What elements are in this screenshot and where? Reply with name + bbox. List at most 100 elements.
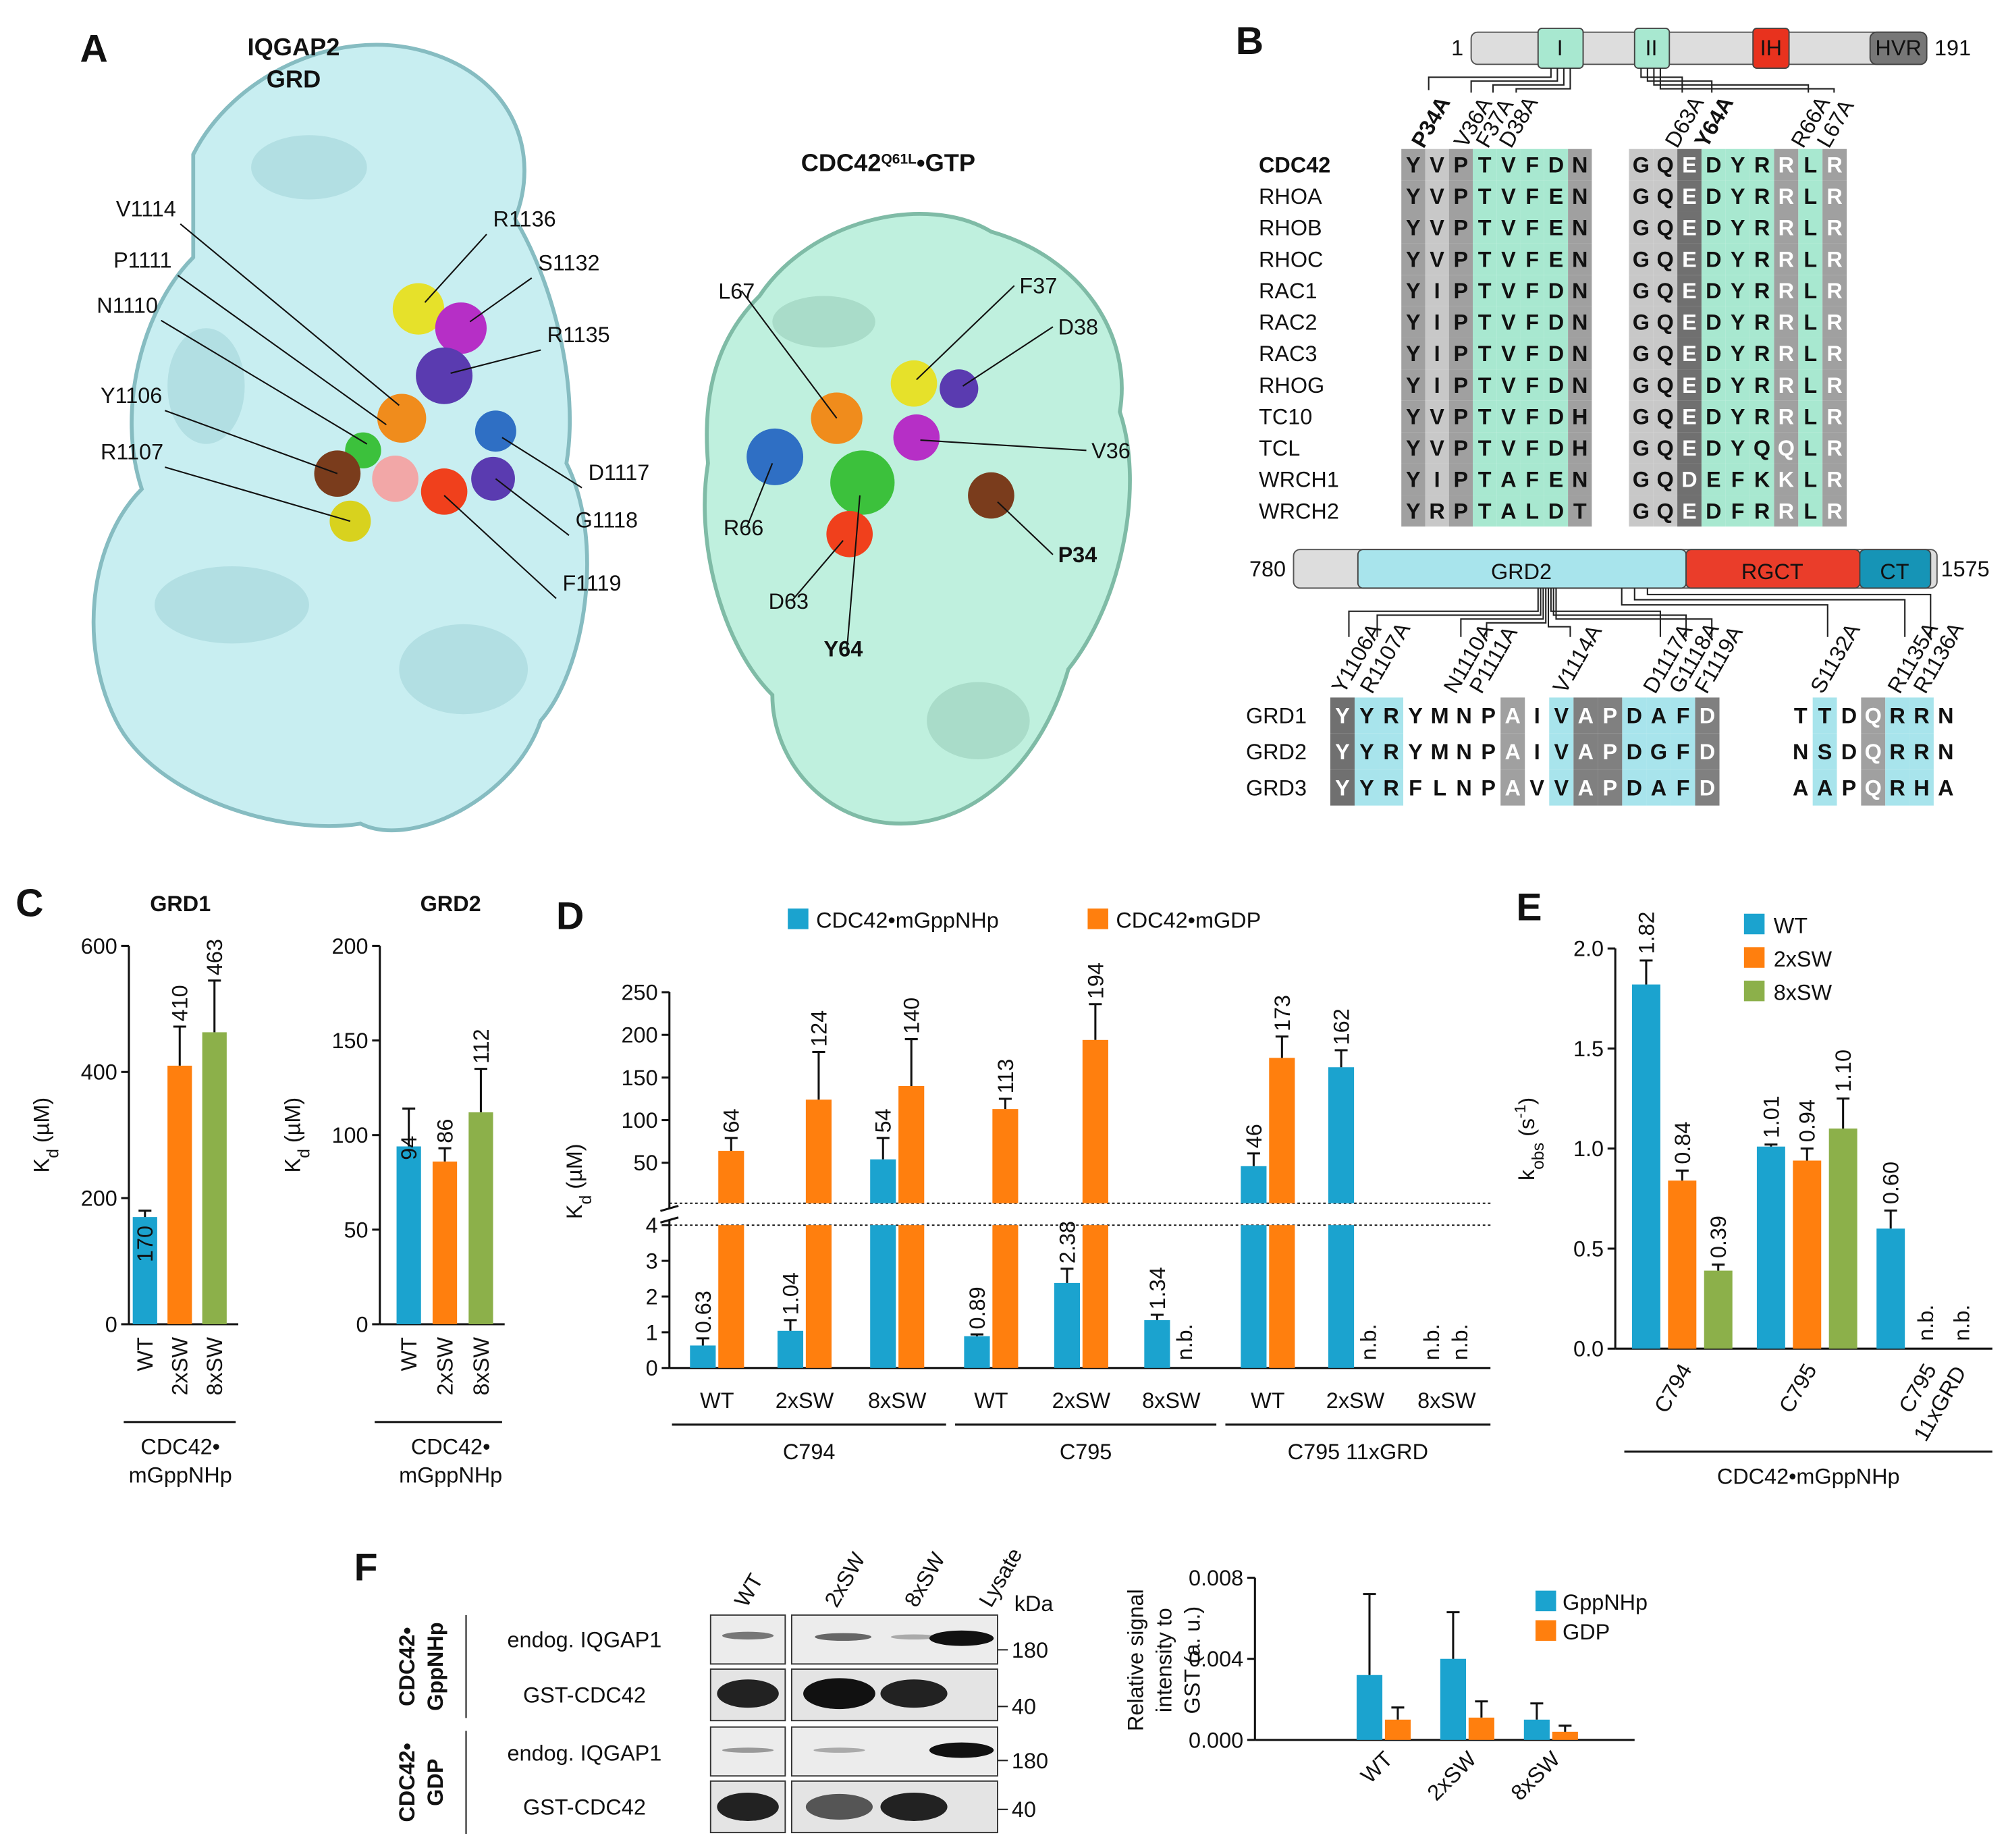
alignment-shade — [1549, 697, 1574, 734]
residue: R — [1754, 153, 1770, 177]
error-bar — [1530, 1702, 1544, 1720]
residue: D — [1548, 373, 1564, 398]
x-tick-label: 2xSW — [1423, 1747, 1482, 1805]
x-tick-label: WT — [700, 1388, 734, 1413]
residue-number: 191 — [1934, 36, 1971, 60]
legend-label: CDC42•mGDP — [1116, 908, 1261, 933]
alignment-shade — [1401, 369, 1426, 401]
residue: A — [1817, 776, 1833, 800]
alignment-shade — [1774, 369, 1799, 401]
residue: N — [1572, 247, 1588, 271]
alignment-shade — [1653, 180, 1678, 212]
residue-label: F37 — [1019, 274, 1057, 298]
residue: H — [1572, 436, 1588, 460]
y-axis-label: intensity to — [1151, 1608, 1176, 1712]
alignment-shade — [1330, 769, 1355, 806]
alignment-shade — [1653, 211, 1678, 244]
alignment-shade — [1568, 243, 1592, 275]
x-tick-label: C79511xGRD — [1885, 1349, 1971, 1446]
bar — [1082, 1225, 1108, 1368]
residue: L — [1803, 499, 1817, 523]
residue: T — [1478, 184, 1492, 209]
alignment-shade — [1622, 769, 1647, 806]
leader-line — [443, 495, 557, 599]
residue: Q — [1657, 436, 1674, 460]
panel-label: B — [1236, 20, 1264, 63]
sequence-name: WRCH2 — [1259, 499, 1339, 523]
residue: P — [1454, 468, 1469, 492]
group-label: CDC42•mGppNHp — [1717, 1464, 1900, 1488]
alignment-shade — [1500, 697, 1525, 734]
residue: G — [1633, 247, 1650, 271]
alignment-shade — [1774, 337, 1799, 370]
alignment-shade — [1677, 400, 1702, 433]
residue: N — [1793, 740, 1808, 764]
legend-swatch — [1087, 908, 1108, 929]
residue: V — [1501, 216, 1516, 240]
alignment-shade — [1695, 733, 1720, 770]
alignment-shade — [1544, 400, 1569, 433]
alignment-shade — [1861, 733, 1886, 770]
alignment-shade — [1473, 148, 1497, 181]
legend-swatch — [1535, 1620, 1556, 1641]
alignment-shade — [1520, 275, 1544, 306]
alignment-shade — [1749, 148, 1774, 181]
alignment-shade — [1448, 400, 1473, 433]
residue: N — [1456, 704, 1471, 728]
error-bar — [998, 1097, 1012, 1110]
residue: N — [1572, 468, 1588, 492]
unit-label: kDa — [1014, 1592, 1054, 1616]
value-label: 1.04 — [778, 1272, 803, 1315]
residue: P — [1454, 153, 1469, 177]
alignment-shade — [1568, 275, 1592, 306]
error-bar — [1764, 1143, 1778, 1147]
marker-label: 40 — [1012, 1797, 1036, 1822]
residue: R — [1826, 468, 1842, 492]
residue: Q — [1657, 404, 1674, 429]
bar — [1328, 1225, 1355, 1368]
y-tick-label: 100 — [332, 1123, 369, 1147]
residue: P — [1603, 740, 1618, 764]
alignment-shade — [1568, 432, 1592, 464]
residue: R — [1779, 216, 1794, 240]
alignment-shade — [1701, 306, 1726, 338]
residue: D — [1706, 342, 1721, 366]
residue: R — [1779, 342, 1794, 366]
residue: R — [1779, 153, 1794, 177]
residue: F — [1525, 184, 1539, 209]
x-tick-label: 8xSW — [202, 1337, 227, 1396]
alignment-shade — [1520, 243, 1544, 275]
residue: A — [1500, 468, 1516, 492]
residue: Q — [1778, 436, 1795, 460]
alignment-shade — [1653, 369, 1678, 401]
residue: R — [1754, 404, 1770, 429]
value-label: 46 — [1242, 1124, 1266, 1148]
residue: V — [1501, 247, 1516, 271]
bar — [1356, 1675, 1383, 1740]
alignment-shade — [1701, 337, 1726, 370]
residue: R — [1383, 704, 1399, 728]
residue-label: Y64 — [824, 636, 863, 661]
y-tick-label: 0 — [356, 1312, 369, 1336]
domain-label: GRD2 — [1491, 560, 1552, 584]
alignment-shade — [1749, 337, 1774, 370]
alignment-shade — [1749, 180, 1774, 212]
alignment-shade — [1677, 495, 1702, 527]
alignment-shade — [1725, 275, 1750, 306]
legend-swatch — [1743, 947, 1765, 968]
residue: Y — [1408, 704, 1423, 728]
residue: T — [1478, 342, 1492, 366]
value-label: 1.10 — [1831, 1050, 1855, 1092]
alignment-shade — [1725, 211, 1750, 244]
residue: R — [1826, 499, 1842, 523]
error-bar — [173, 1025, 186, 1066]
alignment-shade — [1701, 211, 1726, 244]
sequence-name: RHOG — [1259, 373, 1324, 398]
alignment-shade — [1448, 211, 1473, 244]
title-part: CDC42 — [801, 149, 881, 177]
alignment-shade — [1629, 369, 1654, 401]
y-axis-label: Relative signal — [1123, 1589, 1147, 1731]
